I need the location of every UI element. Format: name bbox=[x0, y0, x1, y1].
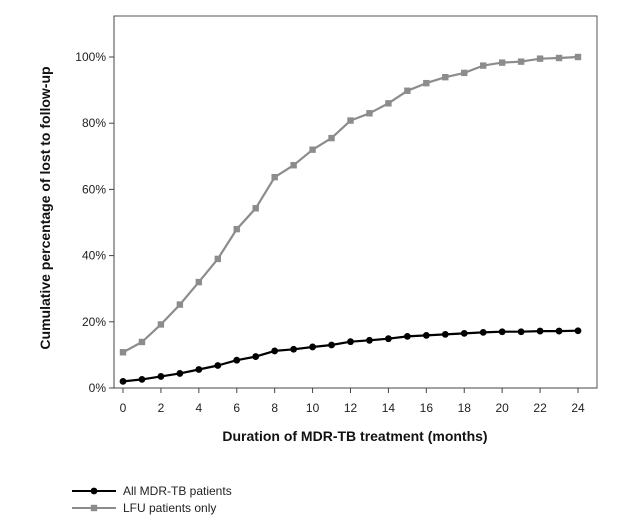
data-point bbox=[328, 341, 335, 349]
data-point bbox=[138, 375, 146, 383]
x-ticks: 0 2 4 6 8 10 12 14 16 18 20 22 24 bbox=[120, 388, 585, 415]
data-point bbox=[555, 327, 563, 335]
data-point bbox=[517, 328, 525, 336]
data-point bbox=[309, 146, 316, 153]
data-point bbox=[385, 335, 392, 343]
data-point bbox=[347, 117, 354, 124]
y-ticks: 0% 20% 40% 60% 80% 100% bbox=[75, 50, 114, 395]
y-tick-label: 100% bbox=[75, 50, 106, 64]
legend-marker bbox=[90, 504, 98, 512]
data-point bbox=[176, 370, 184, 377]
x-tick-label: 24 bbox=[571, 401, 585, 415]
x-tick-label: 12 bbox=[344, 401, 358, 415]
data-point bbox=[442, 73, 449, 81]
data-point bbox=[555, 54, 563, 62]
data-point bbox=[252, 205, 259, 212]
data-point bbox=[233, 225, 240, 233]
data-point bbox=[157, 373, 165, 380]
data-point bbox=[479, 328, 487, 336]
y-tick-label: 0% bbox=[89, 381, 107, 395]
series-layer bbox=[119, 53, 582, 385]
x-tick-label: 8 bbox=[271, 401, 278, 415]
data-point bbox=[138, 338, 146, 346]
y-tick-label: 60% bbox=[82, 182, 106, 196]
x-tick-label: 2 bbox=[158, 401, 165, 415]
y-tick-label: 80% bbox=[82, 116, 106, 130]
data-point bbox=[536, 327, 544, 335]
y-axis-title: Cumulative percentage of lost to follow-… bbox=[37, 66, 53, 349]
data-point bbox=[290, 345, 298, 353]
data-point bbox=[404, 87, 411, 94]
data-point bbox=[195, 366, 203, 373]
x-tick-label: 6 bbox=[233, 401, 240, 415]
data-point bbox=[461, 69, 468, 77]
data-point bbox=[366, 110, 373, 117]
data-point bbox=[119, 349, 127, 356]
data-point bbox=[328, 134, 335, 142]
x-tick-label: 20 bbox=[495, 401, 509, 415]
y-tick-label: 40% bbox=[82, 249, 106, 263]
data-point bbox=[423, 79, 430, 87]
data-point bbox=[480, 62, 487, 69]
x-tick-label: 22 bbox=[533, 401, 547, 415]
data-point bbox=[460, 329, 468, 337]
data-point bbox=[214, 362, 222, 369]
data-point bbox=[574, 53, 582, 61]
data-point bbox=[403, 332, 411, 340]
x-tick-label: 10 bbox=[306, 401, 320, 415]
data-point bbox=[157, 321, 165, 328]
x-tick-label: 4 bbox=[195, 401, 202, 415]
data-point bbox=[422, 331, 430, 339]
x-axis-title: Duration of MDR-TB treatment (months) bbox=[222, 428, 487, 444]
legend: All MDR-TB patients LFU patients only bbox=[72, 484, 232, 515]
data-point bbox=[233, 356, 241, 364]
data-point bbox=[498, 328, 506, 336]
data-point bbox=[498, 59, 506, 66]
legend-marker bbox=[90, 487, 98, 495]
data-point bbox=[574, 327, 582, 335]
data-point bbox=[271, 347, 279, 355]
data-point bbox=[119, 377, 127, 385]
data-point bbox=[385, 100, 392, 107]
data-point bbox=[214, 255, 221, 263]
data-point bbox=[252, 353, 260, 360]
x-tick-label: 14 bbox=[382, 401, 396, 415]
data-point bbox=[536, 55, 544, 62]
data-point bbox=[309, 343, 316, 351]
x-tick-label: 16 bbox=[420, 401, 434, 415]
data-point bbox=[347, 338, 354, 346]
data-point bbox=[271, 173, 278, 181]
series-line-2 bbox=[122, 55, 579, 354]
data-point bbox=[441, 330, 449, 338]
data-point bbox=[366, 336, 373, 344]
x-tick-label: 18 bbox=[458, 401, 472, 415]
data-point bbox=[290, 162, 297, 169]
legend-label: All MDR-TB patients bbox=[123, 484, 232, 498]
data-point bbox=[517, 58, 525, 65]
data-point bbox=[195, 278, 203, 286]
legend-label: LFU patients only bbox=[123, 501, 216, 515]
x-tick-label: 0 bbox=[120, 401, 127, 415]
data-point bbox=[176, 301, 184, 308]
y-tick-label: 20% bbox=[82, 315, 106, 329]
